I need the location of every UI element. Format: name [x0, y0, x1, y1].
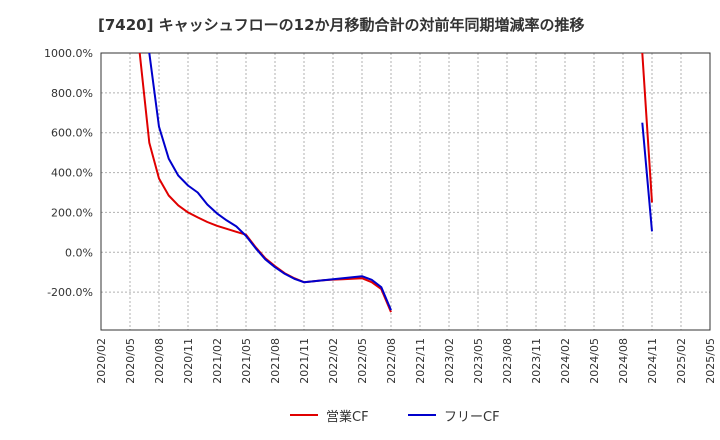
legend-label-free-cf: フリーCF — [444, 409, 500, 425]
y-tick-label: 600.0% — [51, 127, 93, 140]
x-tick-label: 2022/05 — [356, 338, 369, 384]
x-tick-label: 2020/08 — [153, 338, 166, 384]
x-tick-label: 2021/11 — [298, 338, 311, 384]
x-tick-label: 2022/11 — [414, 338, 427, 384]
legend-item-operating-cf: 営業CF — [290, 406, 369, 425]
x-tick-label: 2021/02 — [211, 338, 224, 384]
x-tick-label: 2021/05 — [240, 338, 253, 384]
x-tick-label: 2023/11 — [530, 338, 543, 384]
y-tick-label: -200.0% — [47, 286, 93, 299]
legend-swatch-operating-cf — [290, 414, 318, 416]
x-tick-label: 2020/02 — [95, 338, 108, 384]
x-tick-label: 2023/08 — [501, 338, 514, 384]
legend-item-free-cf: フリーCF — [408, 406, 500, 425]
series-line-operating-cf — [640, 53, 653, 203]
x-tick-label: 2025/02 — [675, 338, 688, 384]
x-tick-label: 2023/02 — [443, 338, 456, 384]
y-tick-label: 1000.0% — [44, 47, 93, 60]
series-line-free-cf — [641, 122, 653, 232]
y-tick-label: 0.0% — [65, 246, 93, 259]
legend-swatch-free-cf — [408, 414, 436, 416]
y-tick-label: 800.0% — [51, 87, 93, 100]
plot-frame — [100, 52, 711, 331]
x-tick-label: 2024/11 — [646, 338, 659, 384]
series-line-free-cf — [147, 53, 392, 311]
x-tick-label: 2025/05 — [704, 338, 717, 384]
series-line-operating-cf — [138, 53, 392, 313]
x-tick-label: 2021/08 — [269, 338, 282, 384]
x-tick-label: 2023/05 — [472, 338, 485, 384]
chart-title: [7420] キャッシュフローの12か月移動合計の対前年同期増減率の推移 — [98, 16, 585, 34]
y-tick-label: 400.0% — [51, 167, 93, 180]
x-tick-label: 2020/11 — [182, 338, 195, 384]
y-tick-label: 200.0% — [51, 206, 93, 219]
x-tick-label: 2022/08 — [385, 338, 398, 384]
x-tick-label: 2022/02 — [327, 338, 340, 384]
x-tick-label: 2024/02 — [559, 338, 572, 384]
x-tick-label: 2020/05 — [124, 338, 137, 384]
x-tick-label: 2024/08 — [617, 338, 630, 384]
legend-label-operating-cf: 営業CF — [326, 409, 369, 425]
x-tick-label: 2024/05 — [588, 338, 601, 384]
